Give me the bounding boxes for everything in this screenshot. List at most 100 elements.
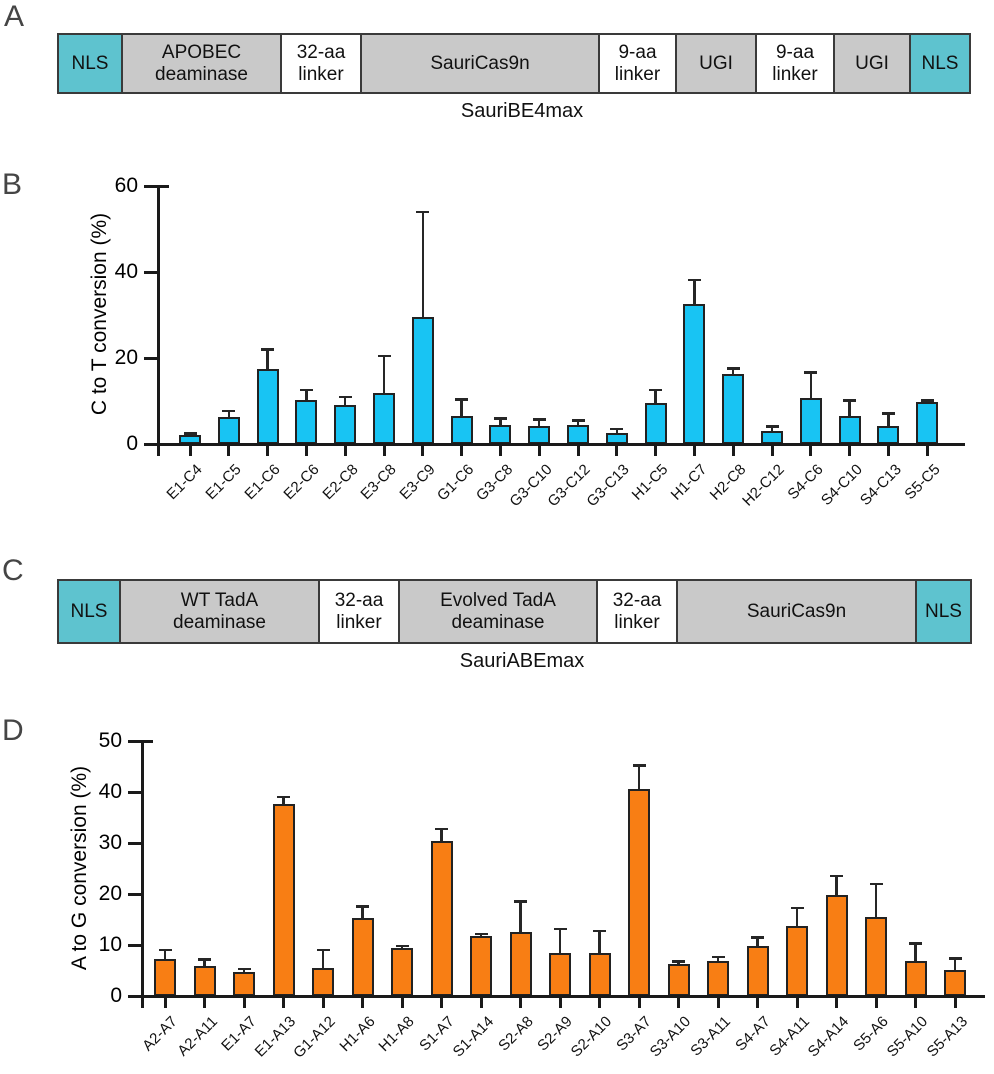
- bar: [528, 425, 551, 444]
- bar: [904, 961, 927, 996]
- y-tick: [128, 943, 142, 947]
- y-axis: [140, 741, 144, 998]
- error-bar-stem: [731, 368, 735, 379]
- segment-label: NLS: [921, 52, 959, 74]
- segment-32-aa-linker: 32-aa linker: [280, 33, 362, 94]
- error-bar-stem: [519, 901, 522, 936]
- x-tick: [382, 445, 386, 456]
- y-axis-top-tick: [158, 184, 169, 188]
- error-bar-cap: [843, 399, 857, 402]
- y-tick-label: 40: [114, 260, 138, 283]
- x-tick: [914, 997, 917, 1008]
- x-tick: [479, 997, 483, 1008]
- segment-label: 9-aa linker: [772, 42, 818, 85]
- error-bar-stem: [848, 400, 851, 420]
- x-tick-label: S2-A8: [495, 1013, 537, 1055]
- error-bar-stem: [598, 930, 601, 958]
- error-bar-cap: [222, 409, 236, 413]
- x-axis: [156, 442, 965, 446]
- bar: [256, 368, 279, 444]
- y-tick-label: 40: [98, 780, 122, 803]
- error-bar-cap: [316, 948, 330, 952]
- error-bar-cap: [198, 958, 211, 961]
- segment-label: 9-aa linker: [614, 42, 661, 85]
- bar: [786, 925, 808, 996]
- y-axis: [156, 186, 160, 446]
- error-bar-stem: [953, 958, 957, 974]
- y-tick: [144, 356, 158, 360]
- segment-label: SauriCas9n: [430, 52, 530, 74]
- bar: [411, 317, 434, 444]
- error-bar-stem: [266, 349, 269, 373]
- y-tick-label: 30: [98, 831, 122, 854]
- x-tick: [537, 445, 541, 456]
- segment-label: UGI: [855, 52, 889, 74]
- y-tick-label: 50: [98, 729, 122, 752]
- segment-label: Evolved TadA deaminase: [440, 590, 556, 633]
- y-tick-label: 0: [110, 984, 122, 1007]
- error-bar-stem: [835, 875, 838, 899]
- error-bar-stem: [361, 906, 364, 922]
- error-bar-cap: [869, 882, 883, 886]
- x-tick: [558, 997, 562, 1008]
- bar: [295, 400, 318, 444]
- y-axis-top-tick: [142, 739, 153, 743]
- x-tick: [576, 445, 580, 456]
- segment-label: WT TadA deaminase: [173, 590, 266, 633]
- error-bar-stem: [343, 396, 347, 410]
- bar: [450, 416, 473, 444]
- error-bar-stem: [770, 426, 774, 436]
- panel-letter-a: A: [4, 0, 25, 33]
- error-bar-cap: [416, 210, 430, 214]
- error-bar-stem: [163, 949, 167, 964]
- error-bar-cap: [553, 927, 567, 931]
- bar: [373, 393, 395, 444]
- y-tick-label: 20: [98, 882, 122, 905]
- y-tick: [128, 841, 142, 845]
- bar: [588, 953, 611, 996]
- error-bar-cap: [909, 942, 922, 945]
- error-bar-cap: [158, 948, 172, 952]
- error-bar-stem: [809, 372, 813, 402]
- x-tick: [848, 445, 852, 456]
- construct-caption-sauribe4max: SauriBE4max: [460, 100, 584, 122]
- error-bar-stem: [227, 410, 231, 422]
- error-bar-cap: [593, 929, 606, 933]
- error-bar-cap: [804, 371, 818, 374]
- x-tick: [716, 997, 720, 1008]
- segment-label: NLS: [70, 600, 108, 622]
- x-tick-label: S2-A10: [568, 1013, 616, 1061]
- x-tick: [266, 445, 270, 456]
- error-bar-stem: [305, 389, 308, 405]
- x-tick: [400, 997, 404, 1008]
- x-tick-label: E1-A13: [252, 1013, 300, 1061]
- x-tick-label: S5-A13: [923, 1013, 972, 1061]
- error-bar-cap: [790, 906, 804, 910]
- error-bar-cap: [687, 278, 701, 282]
- bar: [154, 959, 176, 996]
- bar: [683, 304, 706, 444]
- x-tick: [343, 445, 347, 456]
- error-bar-cap: [726, 367, 740, 370]
- bar: [549, 953, 571, 996]
- error-bar-stem: [637, 765, 641, 794]
- error-bar-cap: [493, 417, 507, 420]
- x-tick: [770, 445, 774, 456]
- bar: [312, 968, 334, 996]
- x-tick-label: G1-A12: [290, 1013, 340, 1062]
- error-bar-stem: [382, 355, 386, 398]
- y-tick: [128, 739, 142, 743]
- error-bar-cap: [514, 900, 527, 903]
- segment-32-aa-linker: 32-aa linker: [318, 579, 400, 644]
- bar: [430, 840, 453, 996]
- error-bar-cap: [672, 960, 685, 963]
- construct-caption-sauriabemax: SauriABEmax: [459, 650, 585, 672]
- x-tick: [835, 997, 838, 1008]
- x-axis-origin-tick: [156, 445, 160, 456]
- x-tick: [925, 445, 929, 456]
- x-tick: [677, 997, 680, 1008]
- x-axis-origin-tick: [140, 997, 144, 1008]
- error-bar-stem: [558, 928, 562, 958]
- panel-letter-d: D: [2, 714, 24, 747]
- segment-wt-tada-deaminase: WT TadA deaminase: [119, 579, 320, 644]
